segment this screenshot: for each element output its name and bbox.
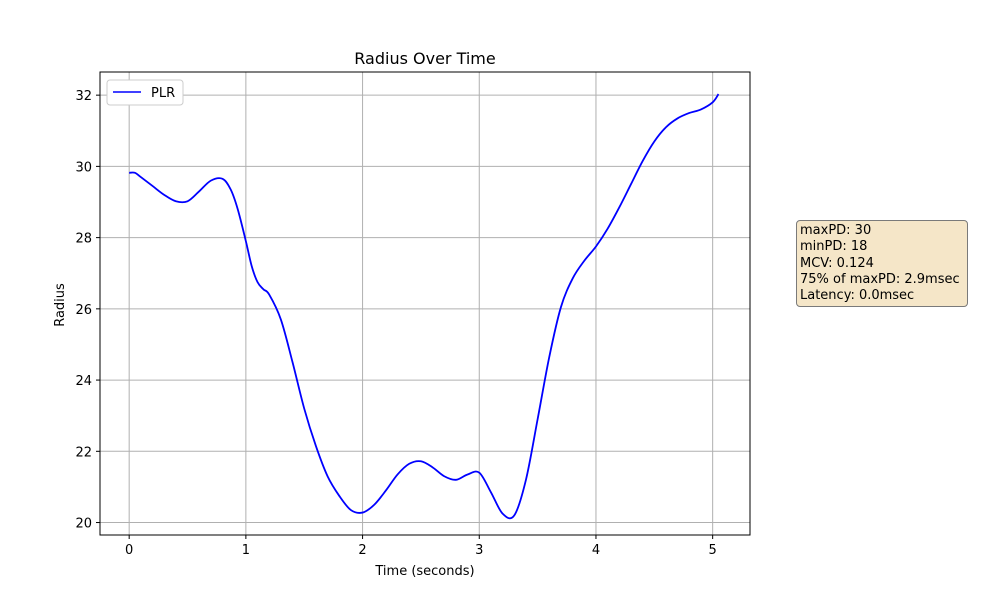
x-tick-label: 4: [592, 543, 600, 558]
y-tick-label: 32: [75, 89, 92, 104]
grid: [100, 72, 750, 535]
y-tick-label: 24: [75, 374, 92, 389]
chart-title: Radius Over Time: [354, 49, 495, 68]
plot-frame: [99, 71, 751, 536]
series-line-plr: [129, 93, 720, 520]
y-tick-label: 28: [75, 232, 92, 247]
y-axis-label: Radius: [53, 283, 68, 327]
ticks: 0 1 2 3 4 5 20 22 24 26 28 30 32: [75, 89, 716, 558]
stats-box: maxPD: 30 minPD: 18 MCV: 0.124 75% of ma…: [796, 220, 968, 308]
legend-box: [106, 79, 184, 106]
stats-75pct-maxpd: 75% of maxPD: 2.9msec: [800, 271, 960, 287]
y-tick-label: 22: [75, 445, 92, 460]
x-tick-label: 0: [125, 543, 133, 558]
legend-label-plr: PLR: [151, 86, 175, 101]
x-tick-label: 1: [242, 543, 250, 558]
stats-mcv: MCV: 0.124: [800, 255, 874, 271]
x-tick-label: 3: [475, 543, 483, 558]
y-tick-label: 20: [75, 517, 92, 532]
x-tick-label: 2: [358, 543, 366, 558]
y-tick-label: 30: [75, 160, 92, 175]
series-layer: [129, 93, 720, 520]
y-tick-label: 26: [75, 303, 92, 318]
stats-maxpd: maxPD: 30: [800, 223, 872, 238]
legend: PLR: [106, 79, 184, 106]
stats-latency: Latency: 0.0msec: [800, 288, 915, 304]
stats-minpd: minPD: 18: [800, 239, 868, 255]
x-tick-label: 5: [709, 543, 717, 558]
x-axis-label: Time (seconds): [374, 564, 474, 579]
